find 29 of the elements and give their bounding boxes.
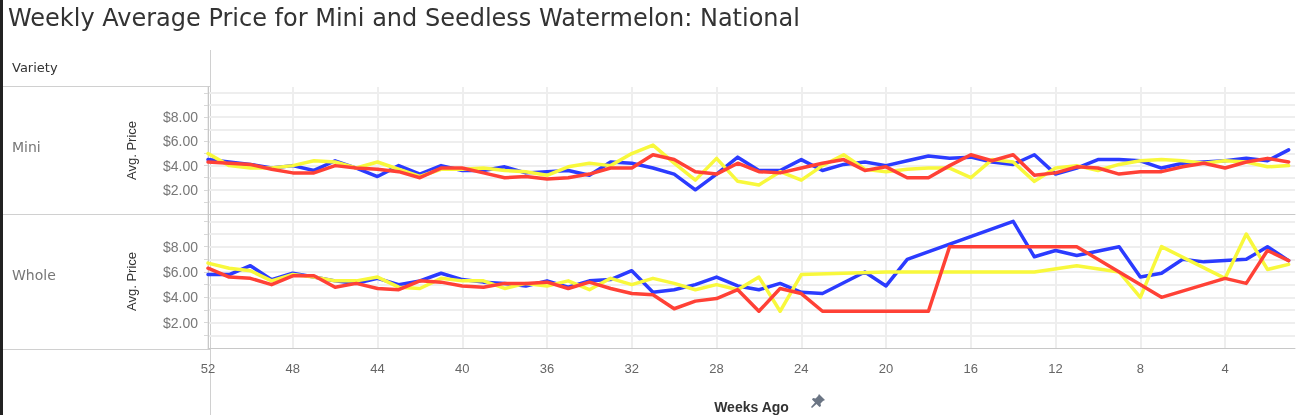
y-tick-label: $8.00 [162,109,199,126]
y-tick-label: $2.00 [162,181,199,198]
x-tick-label: 32 [624,361,640,376]
y-tick-label: $8.00 [162,238,199,255]
y-axis-title: Avg. Price [124,120,139,181]
y-tick-label: $4.00 [162,157,199,174]
x-tick-label: 24 [794,361,809,376]
text: Variety [12,60,58,75]
text: Whole [12,267,56,283]
text: Mini [12,139,41,155]
x-tick-label: 8 [1136,361,1144,376]
y-tick-label: $6.00 [162,133,199,150]
x-tick-label: 48 [285,361,300,376]
x-tick-label: 52 [200,361,216,376]
x-tick-label: 20 [878,361,894,376]
y-tick-label: $2.00 [162,314,199,331]
x-tick-label: 28 [709,361,724,376]
x-tick-label: 16 [963,361,979,376]
x-tick-label: 12 [1048,361,1063,376]
y-axis-title: Avg. Price [124,251,139,312]
x-tick-label: 36 [539,361,555,376]
chart-title: Weekly Average Price for Mini and Seedless Watermelon: National [8,4,800,32]
x-tick-label: 44 [370,361,385,376]
y-tick-label: $4.00 [162,289,199,306]
y-tick-label: $6.00 [162,264,199,280]
x-tick-label: 4 [1221,361,1229,376]
line-series [206,152,1291,181]
x-axis-title: Weeks Ago [714,399,789,415]
x-tick-label: 40 [455,361,470,376]
